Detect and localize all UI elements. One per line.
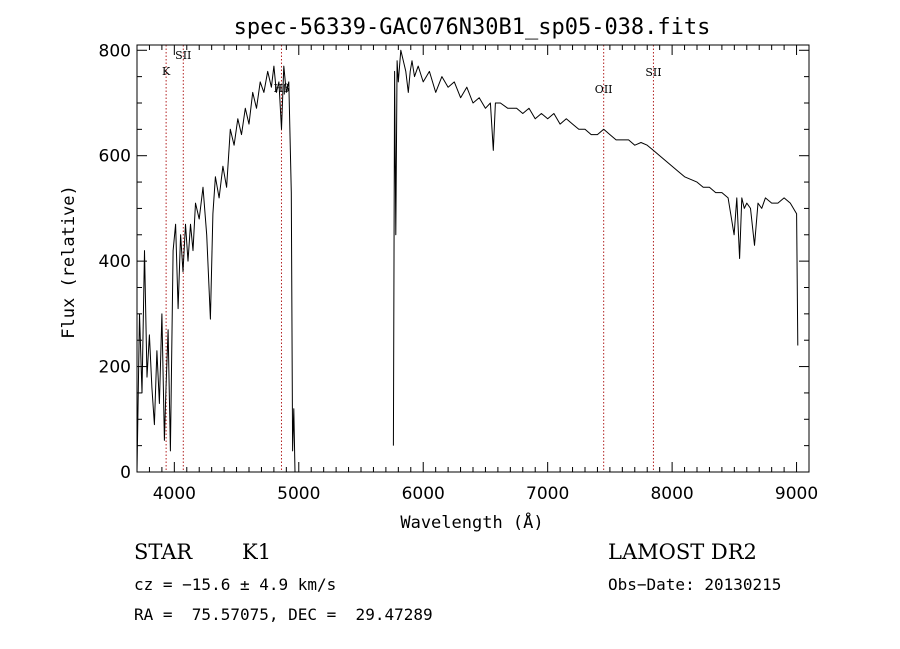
survey-label: LAMOST DR2 <box>608 540 757 564</box>
line-marker-label: OII <box>595 83 613 96</box>
y-axis-label: Flux (relative) <box>59 185 79 339</box>
spectrum-series <box>136 49 799 473</box>
spectrum-segment-2 <box>392 49 799 446</box>
redshift-cz: cz = −15.6 ± 4.9 km/s <box>134 575 337 594</box>
x-tick-label: 8000 <box>650 484 693 504</box>
spectrum-chart: spec-56339-GAC076N30B1_sp05-038.fits K SI… <box>59 15 818 533</box>
y-tick-label: 400 <box>99 252 131 272</box>
sky-coordinates: RA = 75.57075, DEC = 29.47289 <box>134 605 433 624</box>
object-subclass: K1 <box>242 540 272 564</box>
line-marker-label: SII <box>645 66 661 79</box>
plot-frame <box>136 44 810 473</box>
chart-title: spec-56339-GAC076N30B1_sp05-038.fits <box>234 15 711 40</box>
x-tick-label: 7000 <box>526 484 569 504</box>
x-tick-label: 6000 <box>402 484 445 504</box>
line-marker-label: K <box>162 65 171 78</box>
y-axis: 0 200 400 600 800 <box>99 41 809 483</box>
y-tick-label: 600 <box>99 147 131 167</box>
x-tick-label: 9000 <box>775 484 818 504</box>
x-axis: 4000 5000 6000 7000 8000 9000 <box>148 45 818 504</box>
line-marker-label: SII <box>175 49 191 62</box>
spectrum-segment-1 <box>136 65 296 473</box>
x-axis-label: Wavelength (Å) <box>400 511 543 533</box>
x-tick-label: 5000 <box>277 484 320 504</box>
y-tick-label: 0 <box>120 463 131 483</box>
object-class: STAR <box>134 540 193 564</box>
y-tick-label: 800 <box>99 41 131 61</box>
observation-date: Obs−Date: 20130215 <box>608 575 782 594</box>
y-tick-label: 200 <box>99 358 131 378</box>
x-tick-label: 4000 <box>153 484 196 504</box>
